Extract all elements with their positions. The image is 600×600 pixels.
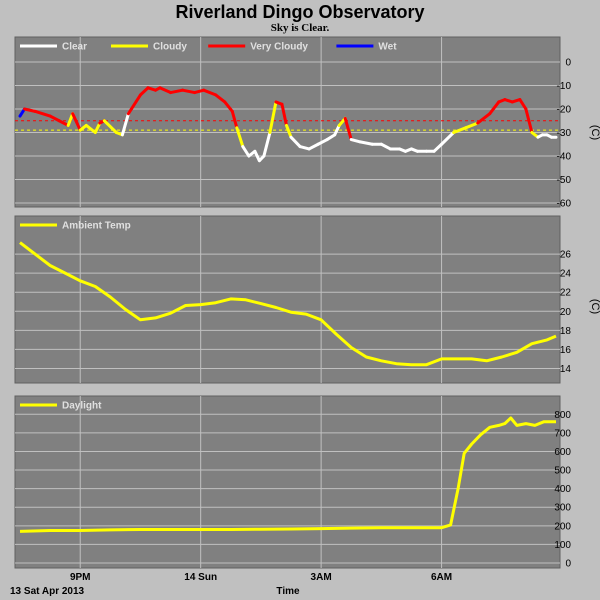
y-tick-label: 0 bbox=[565, 559, 571, 570]
series-segment-very-cloudy bbox=[193, 88, 206, 95]
series-segment-clear bbox=[432, 142, 444, 153]
y-unit-label: (C) bbox=[589, 299, 600, 314]
series-segment-very-cloudy bbox=[230, 109, 239, 130]
series-segment-clear bbox=[316, 138, 329, 146]
series-segment-clear bbox=[289, 135, 302, 149]
series-segment-very-cloudy bbox=[126, 93, 142, 116]
y-tick-label: -20 bbox=[557, 105, 572, 116]
series-segment-clear bbox=[379, 142, 392, 151]
series-segment-very-cloudy bbox=[524, 107, 534, 134]
y-tick-label: 100 bbox=[554, 540, 571, 551]
legend-label: Daylight bbox=[62, 401, 102, 412]
legend: Ambient Temp bbox=[20, 221, 131, 232]
series-segment-clear bbox=[120, 112, 130, 137]
x-tick-label: 14 Sun bbox=[184, 572, 217, 583]
chart-panels: 0 -10 -20 -30 -40 -50 -60 (C) Clear Cloudy Very Cl… bbox=[14, 36, 600, 570]
series-line-ambient-temp bbox=[19, 241, 557, 367]
y-tick-label: 500 bbox=[554, 466, 571, 477]
legend-label: Ambient Temp bbox=[62, 221, 131, 232]
series-segment-very-cloudy bbox=[202, 88, 218, 97]
y-tick-label: -30 bbox=[557, 128, 572, 139]
y-tick-label: 22 bbox=[560, 288, 572, 299]
series-segment-very-cloudy bbox=[488, 100, 501, 116]
series-segment-very-cloudy bbox=[23, 107, 37, 113]
series-segment-clear bbox=[358, 140, 374, 146]
series-segment-clear bbox=[307, 142, 320, 151]
y-tick-label: 400 bbox=[554, 484, 571, 495]
y-tick-label: 800 bbox=[554, 410, 571, 421]
series-segment-cloudy bbox=[268, 100, 278, 134]
series-line-daylight bbox=[19, 416, 556, 533]
series-segment-cloudy bbox=[284, 123, 293, 139]
series-segment-cloudy bbox=[102, 119, 118, 134]
chart-subtitle: Sky is Clear. bbox=[271, 22, 330, 34]
series-segment-very-cloudy bbox=[71, 112, 82, 132]
series-segment-cloudy bbox=[235, 126, 245, 149]
series-segment-very-cloudy bbox=[169, 88, 185, 95]
panel-background bbox=[14, 215, 561, 384]
x-tick-label: 9PM bbox=[70, 572, 91, 583]
y-tick-label: 14 bbox=[560, 364, 572, 375]
series-segment-cloudy bbox=[452, 126, 468, 134]
series-segment-very-cloudy bbox=[33, 109, 52, 118]
series-segment-clear bbox=[349, 138, 362, 144]
x-axis-label: Time bbox=[276, 586, 300, 597]
y-tick-label: 0 bbox=[565, 58, 571, 69]
series-segment-very-cloudy bbox=[181, 88, 197, 95]
x-tick-label: 3AM bbox=[311, 572, 332, 583]
y-tick-label: -50 bbox=[557, 175, 572, 186]
series-segment-clear bbox=[298, 145, 311, 151]
series-segment-clear bbox=[241, 145, 251, 158]
series-segment-very-cloudy bbox=[476, 112, 492, 125]
legend: Clear Cloudy Very Cloudy Wet bbox=[20, 42, 397, 53]
series-segment-very-cloudy bbox=[48, 114, 61, 123]
date-label: 13 Sat Apr 2013 bbox=[10, 586, 85, 597]
y-tick-label: 700 bbox=[554, 428, 571, 439]
legend-label: Wet bbox=[378, 42, 397, 53]
y-tick-label: -60 bbox=[557, 199, 572, 210]
y-unit-label: (C) bbox=[589, 125, 600, 140]
panel-ambient-temp: 14 16 18 20 22 24 26 (C) Ambient Temp bbox=[14, 215, 600, 384]
series-segment-clear bbox=[262, 131, 272, 158]
series-segment-very-cloudy bbox=[158, 86, 173, 95]
y-tick-label: 18 bbox=[560, 326, 572, 337]
x-tick-label: 6AM bbox=[431, 572, 452, 583]
series-segment-very-cloudy bbox=[518, 98, 528, 111]
x-axis: 9PM 14 Sun 3AM 6AM bbox=[70, 572, 452, 583]
panel-background bbox=[14, 395, 561, 569]
series-segment-clear bbox=[333, 123, 341, 137]
y-tick-label: 600 bbox=[554, 447, 571, 458]
series-segment-very-cloudy bbox=[214, 93, 227, 104]
chart-title: Riverland Dingo Observatory bbox=[175, 2, 424, 22]
series-segment-very-cloudy bbox=[343, 116, 353, 142]
series-segment-very-cloudy bbox=[280, 102, 288, 127]
legend-label: Cloudy bbox=[153, 42, 187, 53]
y-tick-label: 20 bbox=[560, 307, 572, 318]
series-segment-cloudy bbox=[84, 123, 97, 134]
series-segment-very-cloudy bbox=[138, 86, 150, 97]
y-tick-label: 16 bbox=[560, 345, 572, 356]
series-segment-cloudy bbox=[464, 121, 480, 130]
legend-label: Very Cloudy bbox=[250, 42, 308, 53]
legend-label: Clear bbox=[62, 42, 87, 53]
y-tick-label: 200 bbox=[554, 521, 571, 532]
series-segment-cloudy bbox=[93, 121, 102, 134]
y-tick-label: -10 bbox=[557, 81, 572, 92]
y-tick-label: -40 bbox=[557, 152, 572, 163]
series-segment-clear bbox=[440, 131, 456, 146]
y-tick-label: 24 bbox=[560, 269, 572, 280]
panel-daylight: 0 100 200 300 400 500 600 700 800 Daylight bbox=[14, 395, 571, 570]
series-segment-clear bbox=[253, 149, 261, 163]
legend: Daylight bbox=[20, 401, 102, 412]
y-tick-label: 300 bbox=[554, 503, 571, 514]
series-segment-very-cloudy bbox=[223, 100, 234, 113]
panel-sky-temperature: 0 -10 -20 -30 -40 -50 -60 (C) Clear Cloudy Very Cl… bbox=[14, 36, 600, 210]
series-segment-very-cloudy bbox=[57, 119, 70, 127]
y-tick-label: 26 bbox=[560, 250, 572, 261]
